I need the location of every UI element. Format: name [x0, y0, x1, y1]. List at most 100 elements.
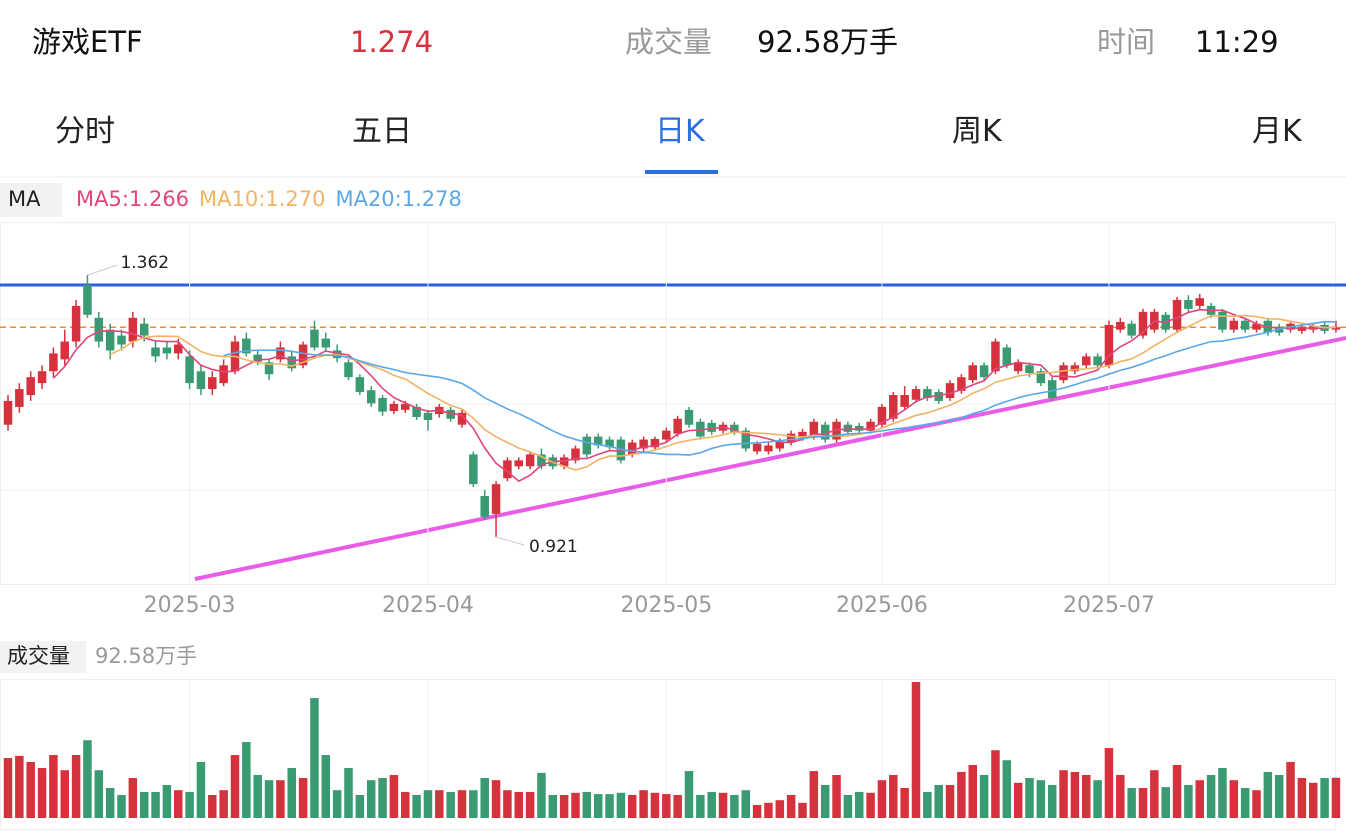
volume-bar: [208, 794, 217, 818]
high-label: 1.362: [120, 253, 169, 273]
volume-bar: [355, 794, 365, 818]
volume-bar: [1127, 788, 1136, 818]
candle-body: [1218, 311, 1227, 330]
candle-body: [571, 448, 580, 461]
candle-body: [196, 371, 206, 390]
ma-legend: MA10:1.270: [199, 187, 325, 211]
candle-body: [1240, 320, 1250, 330]
volume-bar: [593, 794, 603, 818]
volume-bar: [809, 771, 819, 818]
candle-body: [798, 431, 807, 438]
volume-bar: [366, 780, 376, 818]
tab[interactable]: 日K: [655, 114, 705, 149]
volume-bar: [469, 790, 478, 818]
candle-body: [60, 341, 69, 360]
tab[interactable]: 周K: [952, 114, 1002, 149]
candle-body: [923, 389, 932, 398]
candle-body: [684, 409, 694, 425]
volume-bar: [820, 784, 830, 818]
volume-bar: [230, 754, 240, 818]
volume-bar: [1002, 760, 1012, 818]
tab[interactable]: 五日: [352, 114, 412, 149]
volume-bar: [1240, 788, 1250, 818]
volume-bar: [401, 791, 410, 818]
volume-bar: [650, 792, 660, 818]
price: 1.274: [350, 25, 434, 59]
candle-body: [1036, 371, 1046, 384]
volume-bar: [1036, 780, 1046, 818]
volume-bar: [684, 771, 694, 818]
volume-bar: [1025, 778, 1034, 818]
volume-bar: [1331, 777, 1341, 818]
trend-line: [194, 336, 1346, 581]
candle-body: [253, 354, 262, 362]
candle-body: [208, 377, 217, 390]
volume-bar: [1047, 784, 1057, 818]
candle-body: [957, 377, 966, 391]
candle-body: [264, 362, 274, 375]
volume-bar: [321, 754, 331, 818]
ma-title: MA: [8, 187, 41, 211]
candle-body: [764, 445, 773, 452]
volume-bar: [480, 778, 489, 818]
candle-body: [37, 371, 47, 384]
volume-bar: [310, 698, 319, 818]
candle-body: [1059, 365, 1068, 381]
candle-body: [559, 457, 569, 467]
volume-bar: [503, 790, 512, 818]
volume-bar: [491, 780, 501, 818]
candle-body: [991, 341, 1000, 372]
candle-body: [423, 412, 433, 420]
candle-body: [514, 460, 523, 467]
volume-bar: [1070, 771, 1080, 818]
candle-body: [276, 347, 285, 360]
volume-bar: [866, 792, 875, 818]
volume-bar: [877, 780, 887, 818]
candle-body: [628, 442, 637, 455]
ma-box: [0, 183, 62, 217]
candle-body: [219, 365, 228, 384]
candle-body: [662, 430, 671, 440]
x-tick-label: 2025-03: [144, 593, 236, 618]
tab[interactable]: 月K: [1252, 114, 1302, 149]
volume-bar: [378, 778, 387, 818]
volume-bar: [457, 790, 467, 818]
volume-bar: [673, 794, 682, 818]
candle-body: [1082, 356, 1091, 366]
time-label: 时间: [1097, 25, 1156, 59]
volume-bar: [582, 791, 592, 818]
volume-bar: [911, 682, 921, 818]
volume-bar: [1218, 768, 1227, 818]
candle-body: [1252, 323, 1261, 330]
volume-bar: [991, 750, 1000, 818]
candle-body: [15, 389, 24, 407]
candle-body: [1138, 311, 1148, 336]
volume-bar: [855, 791, 864, 818]
volume-bar: [139, 791, 149, 818]
candle-body: [480, 496, 489, 517]
candle-body: [310, 329, 319, 348]
candle-body: [1116, 321, 1125, 330]
candle-body: [1172, 299, 1182, 330]
candle-body: [968, 365, 977, 381]
candle-body: [1002, 347, 1012, 366]
candle-body: [911, 389, 921, 400]
volume-bar: [1286, 761, 1295, 818]
volume-bar: [752, 804, 762, 818]
volume-frame: [0, 679, 1336, 830]
candle-body: [242, 338, 251, 354]
volume-bar: [94, 770, 104, 818]
candle-body: [1127, 323, 1136, 336]
volume-bar: [117, 794, 126, 818]
candle-body: [889, 395, 898, 419]
candle-body: [49, 353, 58, 372]
volume-bar: [332, 790, 342, 818]
ma-line: [52, 308, 1337, 483]
candle-body: [1331, 327, 1341, 330]
volume-bar: [798, 802, 807, 818]
volume-bar: [423, 790, 433, 818]
tab[interactable]: 分时: [55, 114, 115, 149]
volume-bar: [60, 770, 69, 818]
volume-bar: [741, 790, 750, 818]
